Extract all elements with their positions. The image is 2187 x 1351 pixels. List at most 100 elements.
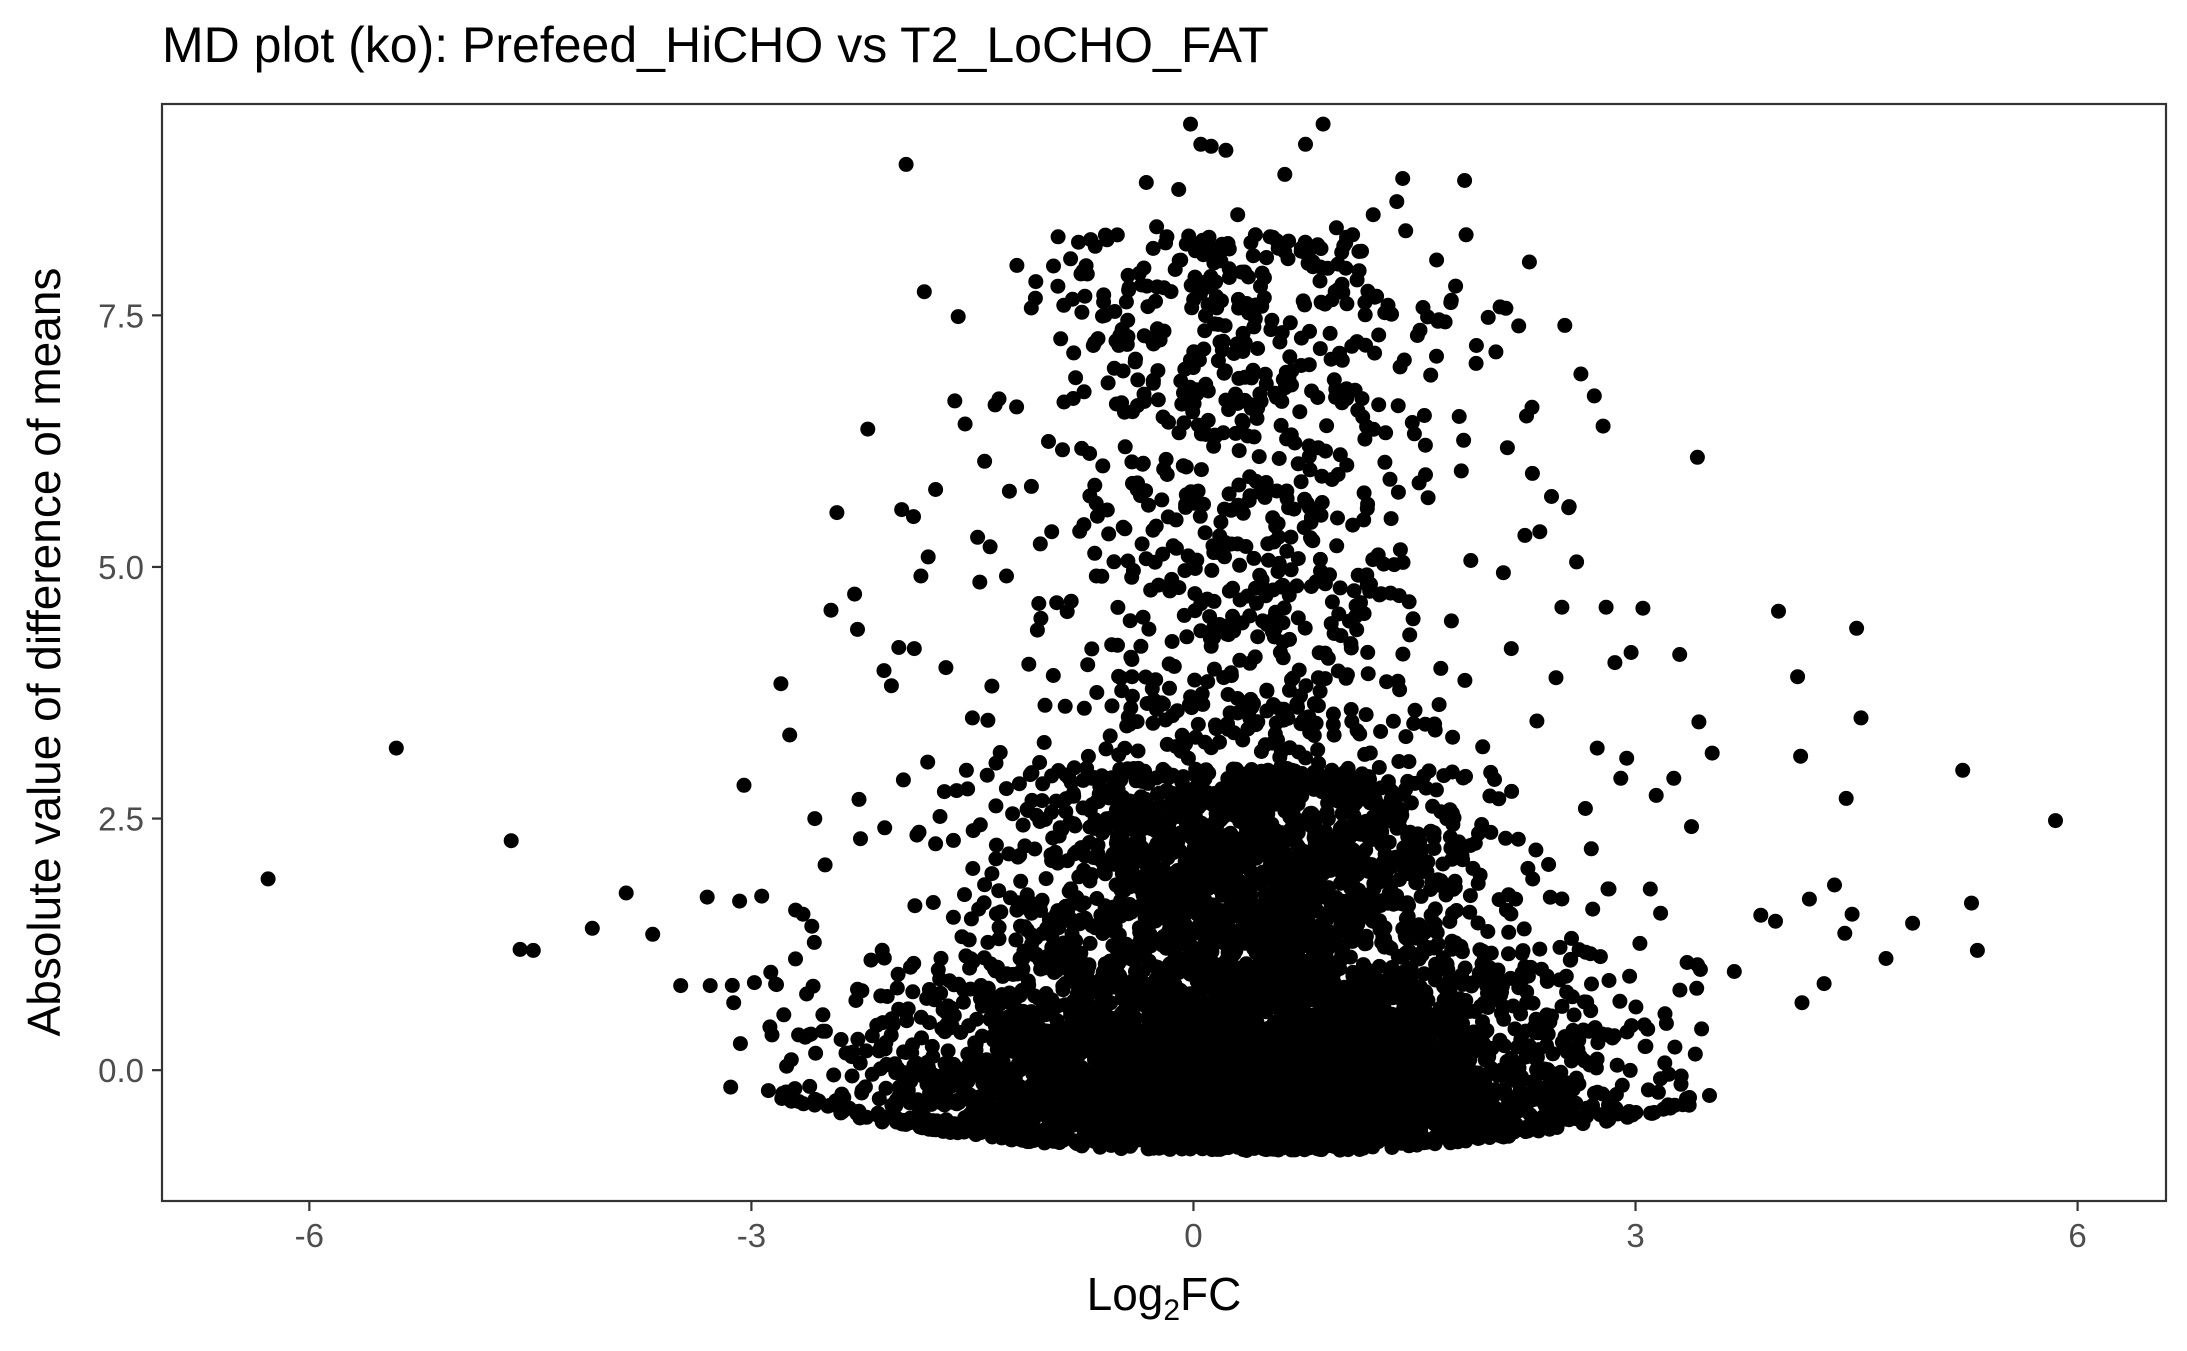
data-point <box>1011 776 1027 792</box>
data-point <box>1586 388 1602 404</box>
data-point <box>1158 451 1174 467</box>
data-point <box>988 906 1004 922</box>
data-point <box>1827 877 1842 893</box>
data-point <box>1077 288 1093 304</box>
data-point <box>1366 880 1382 896</box>
data-point <box>1197 525 1213 541</box>
data-point <box>1487 772 1502 787</box>
data-point <box>1492 299 1508 315</box>
data-point <box>673 978 689 994</box>
data-point <box>1292 404 1308 420</box>
data-point <box>979 767 995 783</box>
data-point <box>1029 622 1045 638</box>
data-point <box>895 772 911 788</box>
data-point <box>1436 768 1452 784</box>
data-point <box>1510 831 1526 847</box>
data-point <box>1164 571 1180 587</box>
data-point <box>1184 300 1200 316</box>
data-point <box>1279 543 1295 559</box>
data-point <box>1298 678 1314 694</box>
data-point <box>1349 723 1365 739</box>
data-point <box>1470 915 1486 931</box>
data-point <box>1666 770 1682 786</box>
data-point <box>1183 116 1198 132</box>
data-point <box>1130 743 1146 759</box>
data-point <box>1412 322 1428 338</box>
data-point <box>905 984 921 1000</box>
data-point <box>984 1055 1000 1071</box>
data-point <box>1433 660 1449 676</box>
data-point <box>1055 978 1071 994</box>
data-point <box>388 740 404 756</box>
data-point <box>724 977 740 993</box>
data-point <box>1329 538 1345 554</box>
data-point <box>1028 274 1044 290</box>
data-point <box>776 1007 792 1023</box>
data-point <box>1160 509 1176 525</box>
data-point <box>1176 415 1192 431</box>
data-point <box>1200 383 1216 399</box>
data-point <box>1385 713 1401 729</box>
data-point <box>1218 392 1234 408</box>
data-point <box>1106 554 1122 570</box>
data-point <box>1453 463 1469 479</box>
data-point <box>1195 232 1211 248</box>
data-point <box>1557 317 1573 333</box>
data-point <box>1320 260 1336 276</box>
data-point <box>1141 621 1157 637</box>
data-point <box>1250 341 1266 356</box>
data-point <box>1159 736 1175 752</box>
data-point <box>1360 496 1376 512</box>
data-point <box>1474 956 1490 972</box>
data-point <box>954 929 970 945</box>
data-point <box>1213 293 1229 309</box>
data-point <box>1311 755 1327 771</box>
data-point <box>1250 629 1266 645</box>
data-point <box>1087 545 1103 561</box>
data-point <box>1564 930 1579 946</box>
data-point <box>1301 357 1317 373</box>
data-point <box>1579 1108 1595 1124</box>
data-point <box>1495 565 1511 581</box>
data-point <box>1318 995 1334 1011</box>
data-point <box>1619 750 1635 766</box>
data-point <box>1544 489 1559 504</box>
data-point <box>876 663 892 679</box>
data-point <box>1672 982 1688 998</box>
data-point <box>1275 650 1291 666</box>
data-point <box>1794 995 1810 1011</box>
data-point <box>1340 760 1356 776</box>
data-point <box>1504 783 1520 799</box>
data-point <box>1137 943 1153 959</box>
data-point <box>850 1031 866 1047</box>
data-point <box>1421 763 1437 779</box>
data-point <box>1282 631 1297 647</box>
data-point <box>805 978 821 994</box>
data-point <box>1425 798 1441 814</box>
data-point <box>1193 462 1209 478</box>
data-point <box>817 1023 833 1039</box>
data-point <box>851 791 867 807</box>
data-point <box>1044 524 1060 540</box>
data-point <box>807 811 823 827</box>
data-point <box>934 1021 950 1037</box>
data-point <box>1120 267 1136 283</box>
data-point <box>1354 391 1370 407</box>
data-point <box>965 861 981 876</box>
data-point <box>1139 696 1155 711</box>
data-point <box>1220 919 1236 935</box>
data-point <box>1190 716 1206 732</box>
data-point <box>1689 449 1705 465</box>
data-point <box>1613 770 1629 786</box>
data-point <box>1036 735 1052 750</box>
data-point <box>1345 517 1361 533</box>
data-point <box>1204 562 1220 578</box>
data-point <box>913 568 929 584</box>
data-point <box>1158 235 1174 251</box>
data-point <box>1554 998 1570 1014</box>
data-point <box>1050 903 1066 919</box>
data-point <box>938 660 954 676</box>
data-point <box>894 502 910 518</box>
data-point <box>1053 331 1069 347</box>
data-point <box>1310 237 1326 253</box>
